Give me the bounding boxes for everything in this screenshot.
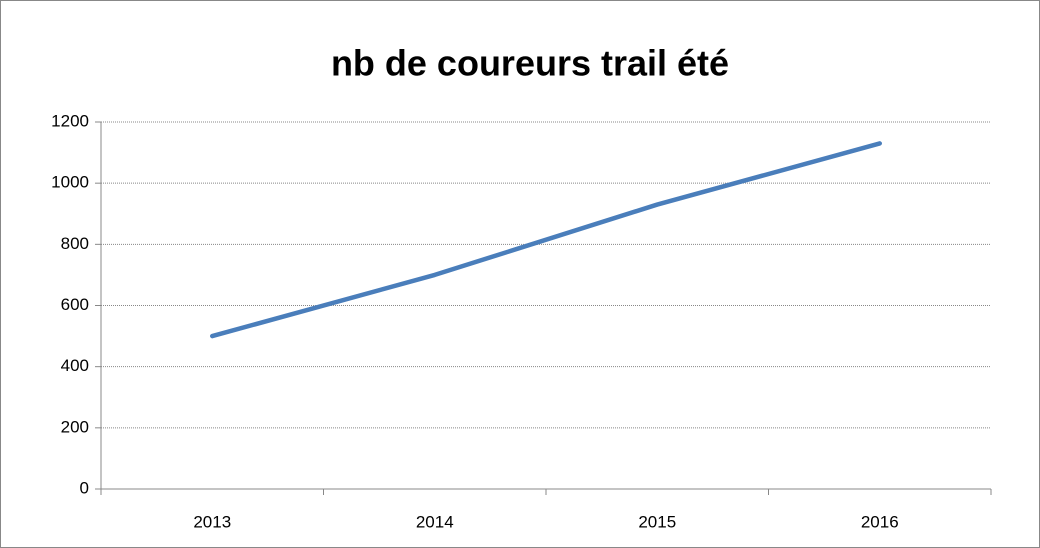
y-tick-label: 600	[61, 295, 89, 314]
y-tick-label: 0	[80, 478, 89, 497]
x-tick-label: 2013	[193, 512, 231, 531]
x-tick-label: 2016	[861, 512, 899, 531]
y-tick-label: 200	[61, 417, 89, 436]
x-tick-label: 2014	[416, 512, 454, 531]
chart-title: nb de coureurs trail été	[331, 43, 729, 84]
y-tick-label: 1200	[51, 111, 89, 130]
y-tick-label: 800	[61, 234, 89, 253]
y-tick-label: 400	[61, 356, 89, 375]
x-tick-label: 2015	[638, 512, 676, 531]
y-tick-label: 1000	[51, 173, 89, 192]
data-line	[210, 141, 882, 339]
